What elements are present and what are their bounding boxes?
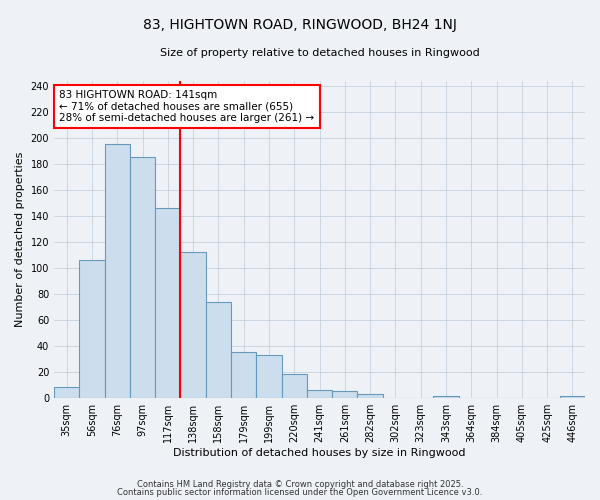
Bar	[231, 352, 256, 398]
X-axis label: Distribution of detached houses by size in Ringwood: Distribution of detached houses by size …	[173, 448, 466, 458]
Bar	[332, 391, 358, 398]
Text: Contains public sector information licensed under the Open Government Licence v3: Contains public sector information licen…	[118, 488, 482, 497]
Bar	[155, 208, 181, 398]
Bar	[130, 157, 155, 398]
Bar	[307, 390, 332, 398]
Bar	[54, 388, 79, 398]
Y-axis label: Number of detached properties: Number of detached properties	[15, 152, 25, 327]
Bar	[206, 302, 231, 398]
Bar	[281, 374, 307, 398]
Bar	[433, 396, 458, 398]
Bar	[256, 355, 281, 398]
Bar	[358, 394, 383, 398]
Bar	[560, 396, 585, 398]
Text: 83, HIGHTOWN ROAD, RINGWOOD, BH24 1NJ: 83, HIGHTOWN ROAD, RINGWOOD, BH24 1NJ	[143, 18, 457, 32]
Bar	[79, 260, 104, 398]
Bar	[104, 144, 130, 398]
Text: 83 HIGHTOWN ROAD: 141sqm
← 71% of detached houses are smaller (655)
28% of semi-: 83 HIGHTOWN ROAD: 141sqm ← 71% of detach…	[59, 90, 314, 123]
Text: Contains HM Land Registry data © Crown copyright and database right 2025.: Contains HM Land Registry data © Crown c…	[137, 480, 463, 489]
Title: Size of property relative to detached houses in Ringwood: Size of property relative to detached ho…	[160, 48, 479, 58]
Bar	[181, 252, 206, 398]
